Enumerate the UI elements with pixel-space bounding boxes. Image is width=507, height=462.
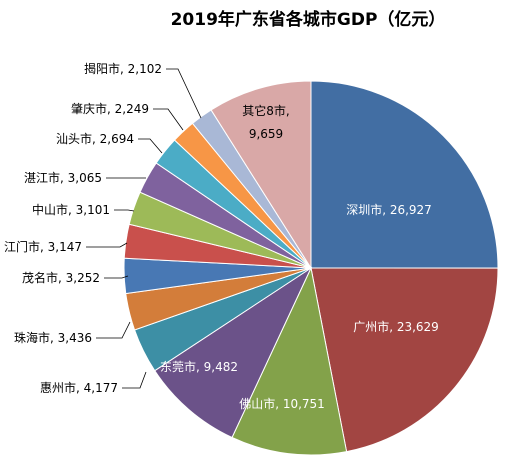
slice-label: 汕头市, 2,694	[56, 131, 134, 146]
slice-label: 东莞市, 9,482	[160, 359, 238, 374]
slice-label: 佛山市, 10,751	[239, 396, 325, 411]
slice-label-name: 其它8市,	[242, 103, 289, 118]
slice-label: 深圳市, 26,927	[346, 202, 432, 217]
leader-line	[122, 371, 147, 389]
slice-label: 珠海市, 3,436	[14, 330, 92, 345]
slice-label: 茂名市, 3,252	[22, 270, 100, 285]
leader-line	[153, 108, 184, 131]
slice-label: 惠州市, 4,177	[40, 380, 118, 395]
slice-label: 江门市, 3,147	[4, 239, 82, 254]
slice-label: 广州市, 23,629	[353, 319, 439, 334]
slice-label: 揭阳市, 2,102	[84, 61, 162, 76]
pie-slice	[231, 266, 348, 456]
leader-line	[96, 321, 131, 339]
leader-line	[166, 68, 202, 119]
pie-slice	[154, 266, 313, 439]
pie-slices	[123, 80, 499, 456]
pie-slice	[310, 267, 499, 453]
pie-slice	[310, 80, 499, 269]
slice-label: 中山市, 3,101	[32, 202, 110, 217]
leader-line	[104, 275, 129, 279]
slice-label: 湛江市, 3,065	[24, 170, 102, 185]
slice-label-value: 9,659	[249, 127, 283, 141]
leader-line	[86, 242, 128, 248]
pie-slice	[210, 80, 312, 270]
slice-label: 肇庆市, 2,249	[71, 101, 149, 116]
leader-line	[138, 138, 163, 154]
leader-lines	[86, 68, 202, 389]
leader-line	[114, 209, 135, 212]
chart-title: 2019年广东省各城市GDP（亿元）	[171, 9, 446, 30]
slice-labels: 深圳市, 26,927 广州市, 23,629 佛山市, 10,751 东莞市, 9,…	[4, 61, 439, 411]
